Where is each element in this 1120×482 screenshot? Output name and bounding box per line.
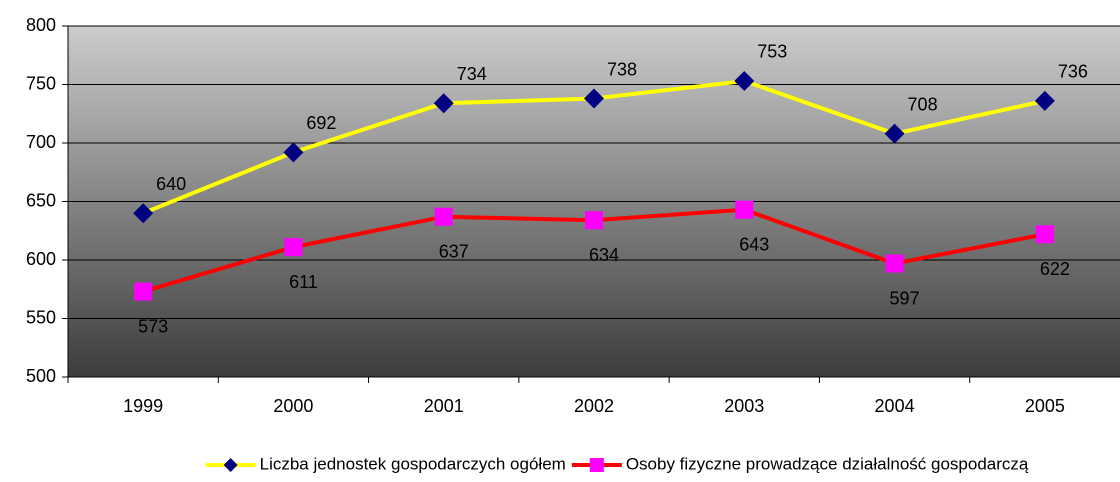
data-label: 640 (156, 174, 186, 194)
x-tick-label: 2004 (875, 396, 915, 416)
data-label: 597 (890, 288, 920, 308)
point (585, 211, 603, 230)
x-tick-label: 2005 (1025, 396, 1065, 416)
data-label: 738 (607, 59, 637, 79)
y-tick-label: 750 (26, 73, 56, 93)
data-label: 634 (589, 245, 619, 265)
legend-label: Liczba jednostek gospodarczych ogółem (260, 454, 566, 473)
point (1034, 90, 1055, 111)
x-tick-label: 2003 (724, 396, 764, 416)
legend-marker (589, 458, 604, 472)
point (283, 142, 304, 163)
data-label: 708 (908, 94, 938, 114)
point (884, 123, 905, 144)
point (734, 70, 755, 91)
x-tick-label: 2000 (273, 396, 313, 416)
point (1035, 225, 1054, 244)
point (584, 88, 604, 109)
x-tick-label: 1999 (123, 396, 163, 416)
y-tick-label: 600 (26, 249, 56, 269)
data-label: 734 (457, 64, 487, 84)
y-tick-label: 700 (26, 132, 56, 152)
y-tick-label: 800 (26, 15, 56, 35)
y-tick-label: 550 (26, 307, 56, 327)
data-label: 622 (1040, 259, 1070, 279)
point (134, 282, 153, 301)
data-label: 637 (439, 241, 469, 261)
y-tick-label: 650 (26, 190, 56, 210)
x-tick-label: 2002 (574, 396, 614, 416)
point (434, 207, 453, 226)
point (433, 93, 454, 114)
data-label: 611 (289, 272, 318, 292)
legend-label: Osoby fizyczne prowadzące działalność go… (626, 454, 1029, 473)
legend-marker (223, 458, 238, 472)
data-label: 692 (306, 113, 336, 133)
point (735, 200, 754, 219)
point (133, 203, 154, 224)
x-tick-label: 2001 (424, 396, 464, 416)
point (885, 254, 904, 273)
point (284, 238, 303, 257)
data-label: 753 (757, 42, 787, 62)
data-label: 736 (1058, 62, 1088, 82)
data-label: 573 (138, 316, 168, 336)
data-label: 643 (739, 234, 769, 254)
y-tick-label: 500 (26, 366, 56, 386)
